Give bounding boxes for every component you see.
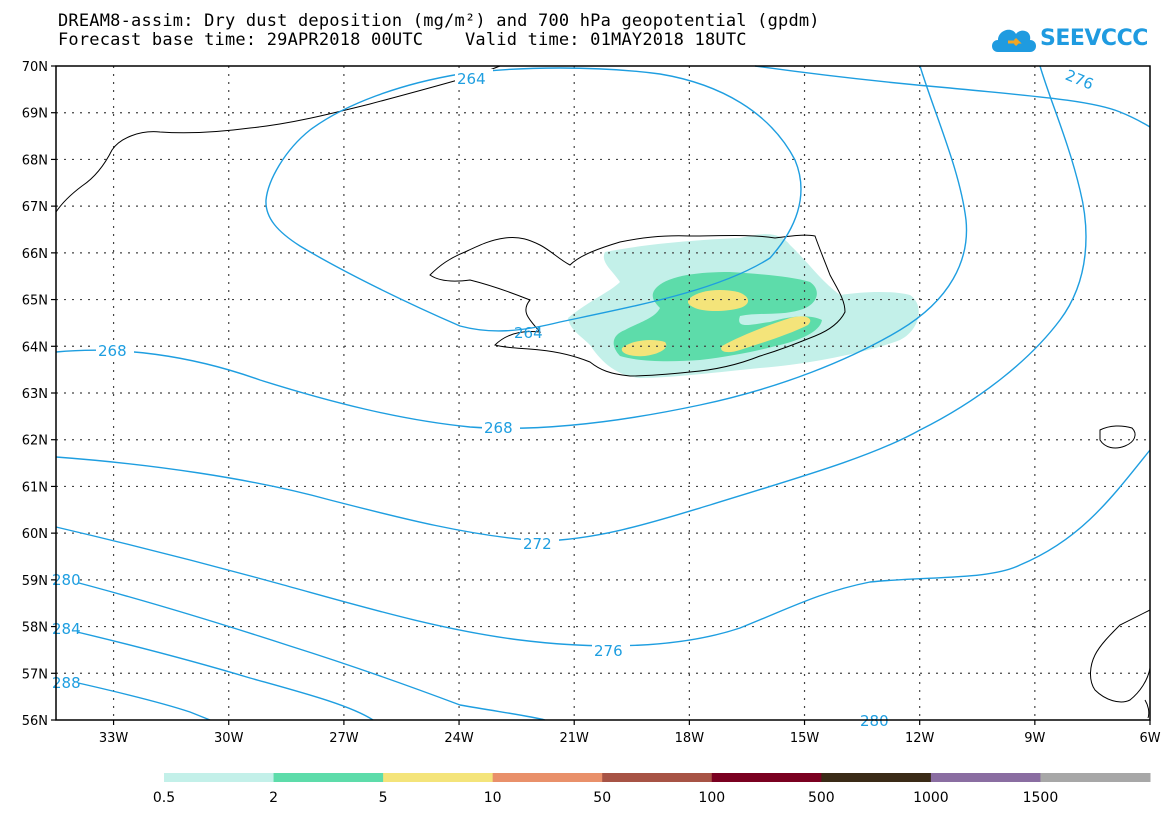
contour-label: 264 xyxy=(457,70,486,88)
legend-label: 50 xyxy=(593,790,611,806)
legend-label: 1500 xyxy=(1023,790,1059,806)
seevccc-logo: SEEVCCC xyxy=(988,20,1148,58)
lon-label: 6W xyxy=(1139,731,1160,746)
contour-272 xyxy=(55,65,1087,542)
lat-label: 63N xyxy=(22,387,48,402)
lat-label: 66N xyxy=(22,247,48,262)
lon-label: 24W xyxy=(444,731,474,746)
legend-label: 500 xyxy=(808,790,835,806)
lat-label: 68N xyxy=(22,153,48,168)
lat-label: 62N xyxy=(22,434,48,449)
dust-level-5-b xyxy=(621,340,667,357)
geopotential-contours xyxy=(55,65,1151,721)
contour-labels: 264 264 276 268 268 272 276 280 284 288 … xyxy=(52,66,1102,730)
contour-label: 280 xyxy=(52,571,81,589)
faroe-islands-coastline xyxy=(1099,425,1136,449)
legend-label: 100 xyxy=(698,790,725,806)
longitude-labels: 33W 30W 27W 24W 21W 18W 15W 12W 9W 6W xyxy=(99,720,1161,746)
contour-280 xyxy=(55,576,546,721)
dust-deposition-shading xyxy=(568,234,919,378)
lat-label: 56N xyxy=(22,714,48,729)
legend-label: 5 xyxy=(379,790,388,806)
legend-swatch xyxy=(383,773,494,782)
contour-label: 288 xyxy=(52,674,81,692)
lon-label: 27W xyxy=(329,731,359,746)
legend-swatch xyxy=(711,773,822,782)
lon-label: 30W xyxy=(214,731,244,746)
lat-label: 61N xyxy=(22,480,48,495)
legend-label: 10 xyxy=(484,790,502,806)
contour-label: 272 xyxy=(523,535,552,553)
lat-label: 67N xyxy=(22,200,48,215)
lat-label: 57N xyxy=(22,667,48,682)
contour-label: 280 xyxy=(860,712,889,730)
legend-label: 1000 xyxy=(913,790,949,806)
dust-level-5-c xyxy=(721,316,811,353)
lon-label: 9W xyxy=(1024,731,1045,746)
contour-268 xyxy=(55,65,968,429)
contour-label: 264 xyxy=(514,324,543,342)
contour-276-top xyxy=(754,65,1151,128)
coastlines xyxy=(55,65,1151,719)
latitude-labels: 70N 69N 68N 67N 66N 65N 64N 63N 62N 61N 60N 59N 58N 5… xyxy=(22,60,56,729)
contour-276 xyxy=(55,449,1151,647)
contour-label: 268 xyxy=(484,419,513,437)
chart-title: DREAM8-assim: Dry dust deposition (mg/m²… xyxy=(58,11,820,31)
contour-284 xyxy=(55,626,374,721)
legend-swatch xyxy=(164,773,275,782)
lon-label: 33W xyxy=(99,731,129,746)
shetland-coastline xyxy=(1144,699,1150,719)
lat-label: 60N xyxy=(22,527,48,542)
contour-288 xyxy=(55,677,211,721)
lon-label: 15W xyxy=(790,731,820,746)
legend-label: 2 xyxy=(269,790,278,806)
lon-label: 21W xyxy=(560,731,590,746)
lat-label: 64N xyxy=(22,340,48,355)
contour-label: 276 xyxy=(594,642,623,660)
lat-label: 65N xyxy=(22,294,48,309)
legend-swatch xyxy=(821,773,932,782)
lat-label: 70N xyxy=(22,60,48,75)
legend-swatch xyxy=(602,773,713,782)
chart-subtitle: Forecast base time: 29APR2018 00UTC Vali… xyxy=(58,30,747,50)
cloud-icon xyxy=(992,29,1036,52)
color-legend: 0.5 2 5 10 50 100 500 1000 1500 xyxy=(153,773,1151,806)
greenland-coastline xyxy=(55,65,501,213)
legend-swatch xyxy=(1040,773,1151,782)
logo-text: SEEVCCC xyxy=(1040,26,1148,51)
legend-label: 0.5 xyxy=(153,790,175,806)
contour-label: 268 xyxy=(98,342,127,360)
scotland-coastline xyxy=(1090,609,1151,703)
legend-swatch xyxy=(930,773,1041,782)
contour-264 xyxy=(265,67,802,332)
lat-label: 58N xyxy=(22,621,48,636)
lon-label: 12W xyxy=(905,731,935,746)
dust-level-5-a xyxy=(687,290,749,311)
legend-swatch xyxy=(273,773,384,782)
contour-label: 284 xyxy=(52,620,81,638)
lat-label: 69N xyxy=(22,107,48,122)
graticule xyxy=(56,66,1150,720)
iceland-coastline xyxy=(429,234,846,377)
lat-label: 59N xyxy=(22,574,48,589)
lon-label: 18W xyxy=(675,731,705,746)
legend-swatch xyxy=(492,773,603,782)
